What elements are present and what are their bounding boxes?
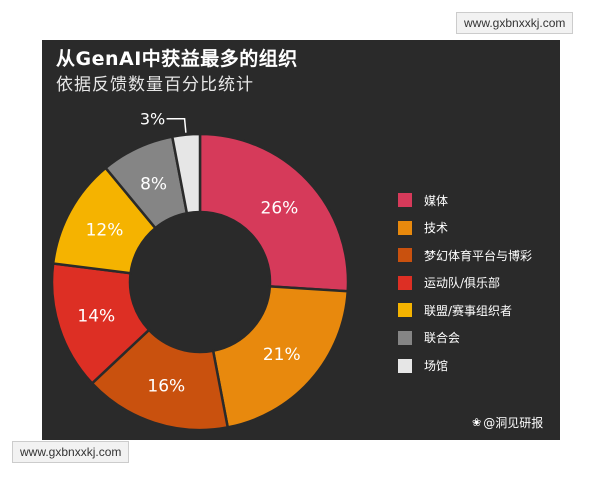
watermark-bottom: www.gxbnxxkj.com: [12, 441, 130, 463]
weibo-icon: ❀: [472, 416, 482, 429]
data-label-1: 26%: [261, 198, 299, 218]
data-label-3: 16%: [147, 377, 185, 397]
data-label-6: 8%: [140, 174, 167, 194]
chart-legend: 媒体技术梦幻体育平台与博彩 运动队/俱乐部 联盟/赛事组织者 联合会场馆: [398, 193, 532, 386]
watermark-top: www.gxbnxxkj.com: [456, 12, 574, 34]
legend-label-1: 媒体: [424, 193, 449, 208]
legend-swatch-4: [398, 275, 412, 290]
source-credit: ❀ @洞见研报: [472, 414, 543, 431]
legend-item-7: 场馆: [398, 358, 532, 374]
legend-label-5: 联盟/赛事组织者: [424, 303, 513, 318]
legend-item-3: 梦幻体育平台与博彩: [398, 248, 533, 263]
data-label-4: 14%: [77, 307, 115, 327]
legend-item-5: 联盟/赛事组织者: [398, 303, 532, 318]
legend-item-2: 技术: [398, 220, 532, 236]
data-label-2: 21%: [263, 345, 301, 365]
data-label-5: 12%: [86, 220, 124, 240]
legend-item-1: 媒体: [398, 193, 532, 208]
leader-line-7: [166, 117, 187, 133]
data-label-7: 3%: [140, 110, 165, 129]
legend-swatch-5: [398, 303, 412, 318]
legend-swatch-7: [398, 358, 412, 373]
legend-item-6: 联合会: [398, 330, 532, 346]
donut-slice-2: [211, 285, 350, 429]
legend-item-4: 运动队/俱乐部: [398, 275, 532, 291]
legend-label-7: 场馆: [424, 359, 449, 374]
legend-label-4: 运动队/俱乐部: [424, 276, 501, 291]
legend-swatch-6: [398, 330, 412, 345]
donut-slice-1: [198, 132, 350, 293]
legend-swatch-2: [398, 220, 412, 235]
legend-label-2: 技术: [424, 221, 449, 236]
credit-text: @洞见研报: [483, 416, 544, 430]
legend-label-3: 梦幻体育平台与博彩: [424, 248, 533, 263]
legend-swatch-3: [398, 248, 412, 263]
chart-subtitle: 依据反馈数量百分比统计: [56, 75, 254, 95]
donut-slice-7: [170, 132, 202, 215]
legend-label-6: 联合会: [424, 331, 461, 346]
chart-title: 从GenAI中获益最多的组织: [56, 48, 298, 70]
legend-swatch-1: [398, 193, 412, 207]
